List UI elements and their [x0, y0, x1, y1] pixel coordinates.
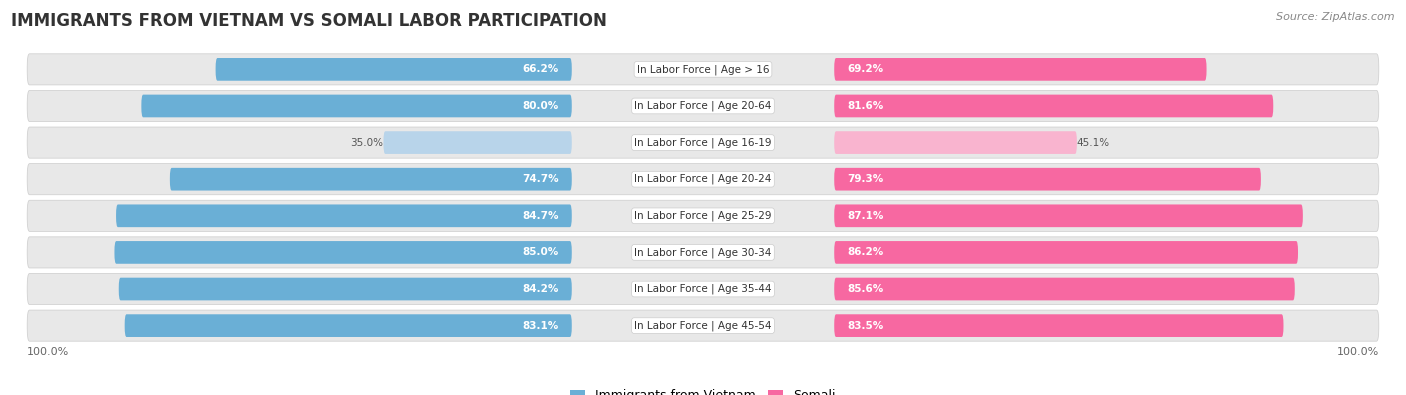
Text: 74.7%: 74.7%	[522, 174, 558, 184]
FancyBboxPatch shape	[27, 164, 1379, 195]
FancyBboxPatch shape	[834, 278, 1295, 300]
FancyBboxPatch shape	[834, 168, 1261, 190]
Text: 85.6%: 85.6%	[848, 284, 883, 294]
Legend: Immigrants from Vietnam, Somali: Immigrants from Vietnam, Somali	[565, 384, 841, 395]
Text: 79.3%: 79.3%	[848, 174, 883, 184]
FancyBboxPatch shape	[215, 58, 572, 81]
FancyBboxPatch shape	[834, 95, 1274, 117]
Text: 84.2%: 84.2%	[522, 284, 558, 294]
Text: 81.6%: 81.6%	[848, 101, 883, 111]
Text: 100.0%: 100.0%	[1337, 347, 1379, 357]
Text: 83.5%: 83.5%	[848, 321, 883, 331]
FancyBboxPatch shape	[170, 168, 572, 190]
FancyBboxPatch shape	[114, 241, 572, 264]
FancyBboxPatch shape	[834, 131, 1077, 154]
Text: IMMIGRANTS FROM VIETNAM VS SOMALI LABOR PARTICIPATION: IMMIGRANTS FROM VIETNAM VS SOMALI LABOR …	[11, 12, 607, 30]
FancyBboxPatch shape	[27, 237, 1379, 268]
Text: 100.0%: 100.0%	[27, 347, 69, 357]
FancyBboxPatch shape	[27, 310, 1379, 341]
Text: In Labor Force | Age 16-19: In Labor Force | Age 16-19	[634, 137, 772, 148]
FancyBboxPatch shape	[142, 95, 572, 117]
Text: 66.2%: 66.2%	[523, 64, 558, 74]
Text: In Labor Force | Age 20-64: In Labor Force | Age 20-64	[634, 101, 772, 111]
Text: 86.2%: 86.2%	[848, 247, 883, 258]
Text: In Labor Force | Age 45-54: In Labor Force | Age 45-54	[634, 320, 772, 331]
Text: 87.1%: 87.1%	[848, 211, 884, 221]
Text: In Labor Force | Age 35-44: In Labor Force | Age 35-44	[634, 284, 772, 294]
FancyBboxPatch shape	[834, 241, 1298, 264]
FancyBboxPatch shape	[27, 127, 1379, 158]
FancyBboxPatch shape	[27, 90, 1379, 122]
Text: 83.1%: 83.1%	[523, 321, 558, 331]
Text: 80.0%: 80.0%	[523, 101, 558, 111]
Text: Source: ZipAtlas.com: Source: ZipAtlas.com	[1277, 12, 1395, 22]
FancyBboxPatch shape	[117, 205, 572, 227]
Text: In Labor Force | Age 25-29: In Labor Force | Age 25-29	[634, 211, 772, 221]
FancyBboxPatch shape	[834, 58, 1206, 81]
Text: In Labor Force | Age > 16: In Labor Force | Age > 16	[637, 64, 769, 75]
FancyBboxPatch shape	[27, 54, 1379, 85]
Text: 84.7%: 84.7%	[522, 211, 558, 221]
FancyBboxPatch shape	[834, 205, 1303, 227]
Text: In Labor Force | Age 20-24: In Labor Force | Age 20-24	[634, 174, 772, 184]
Text: In Labor Force | Age 30-34: In Labor Force | Age 30-34	[634, 247, 772, 258]
FancyBboxPatch shape	[834, 314, 1284, 337]
Text: 69.2%: 69.2%	[848, 64, 883, 74]
Text: 85.0%: 85.0%	[523, 247, 558, 258]
FancyBboxPatch shape	[27, 200, 1379, 231]
Text: 35.0%: 35.0%	[350, 137, 384, 148]
FancyBboxPatch shape	[27, 273, 1379, 305]
Text: 45.1%: 45.1%	[1077, 137, 1109, 148]
FancyBboxPatch shape	[125, 314, 572, 337]
FancyBboxPatch shape	[384, 131, 572, 154]
FancyBboxPatch shape	[118, 278, 572, 300]
